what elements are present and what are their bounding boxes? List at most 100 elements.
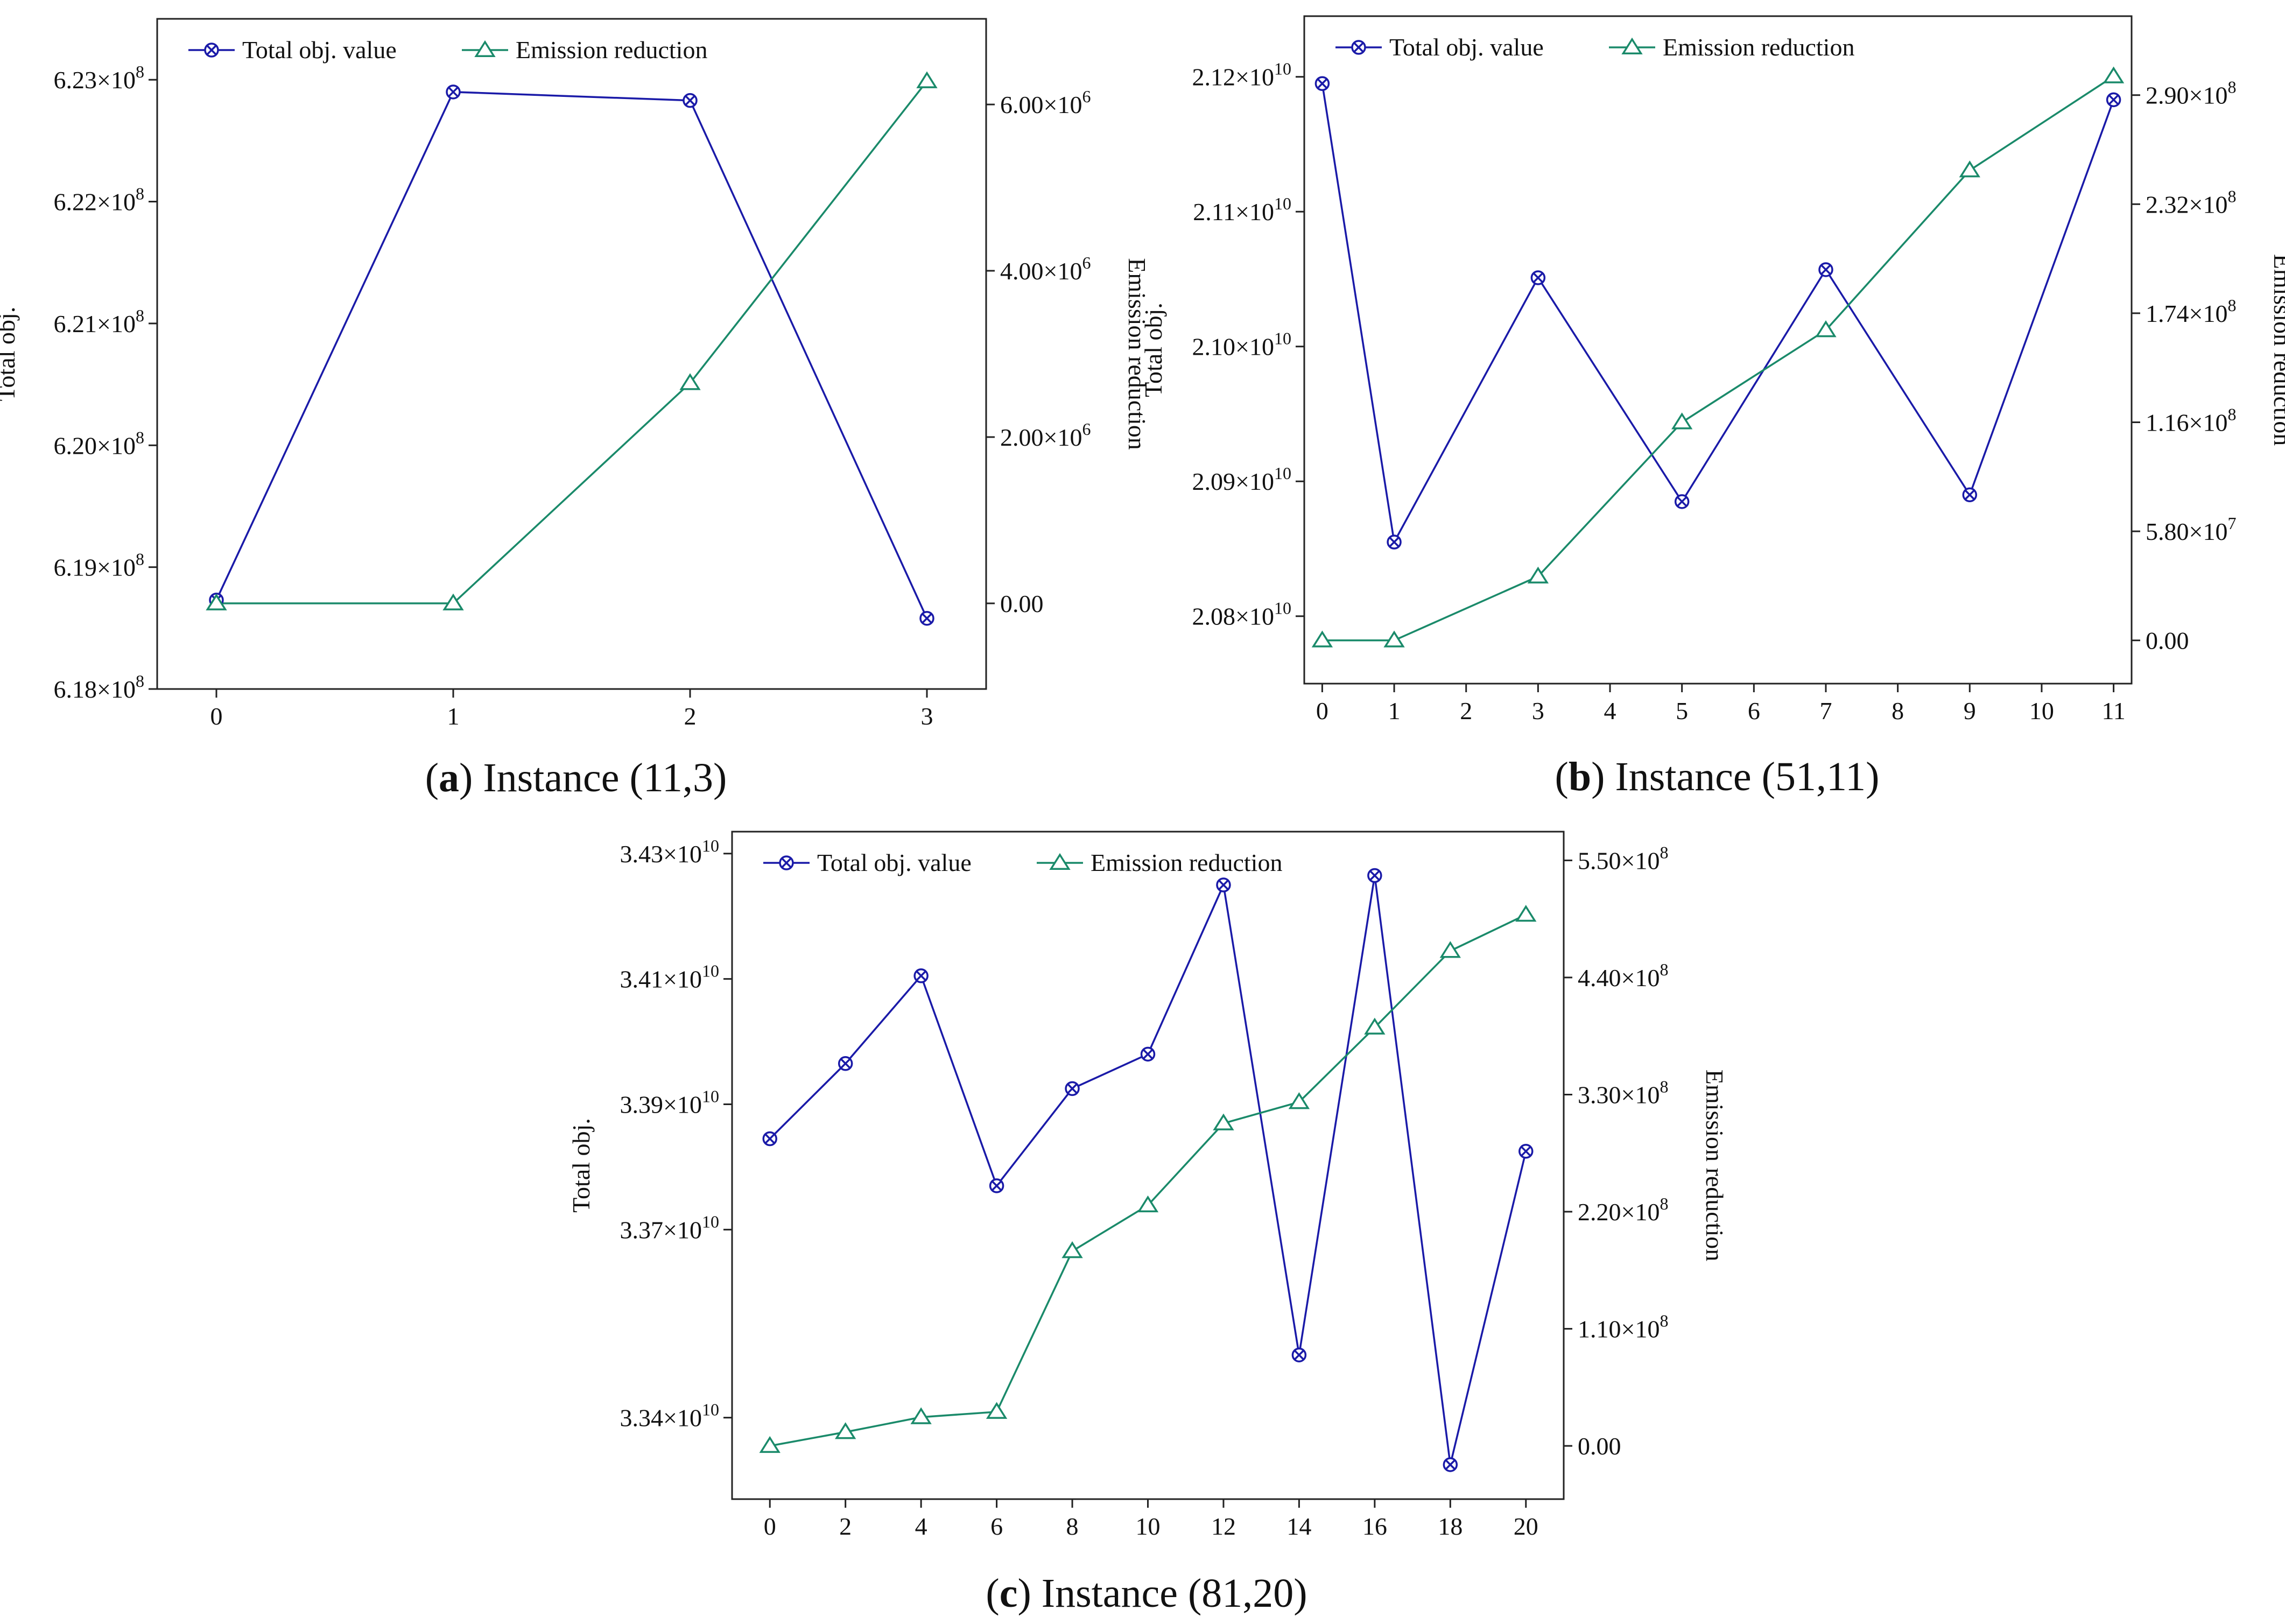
tick-mantissa: 2.08 — [1192, 603, 1236, 630]
tick-exponent: 8 — [136, 62, 144, 81]
tick-times: ×10 — [97, 310, 136, 338]
data-point-emission — [1383, 630, 1405, 648]
legend-label-total-obj: Total obj. value — [1389, 33, 1544, 61]
x-tick-label: 10 — [2029, 697, 2054, 725]
series-line-total-obj — [215, 91, 928, 619]
tick-mantissa: 1.16 — [2146, 409, 2189, 436]
x-tick-label: 2 — [684, 702, 697, 730]
legend-label-emission: Emission reduction — [1663, 33, 1854, 61]
tick-mantissa: 2.09 — [1192, 468, 1236, 495]
tick-times: ×10 — [97, 676, 136, 703]
caption-letter: b — [1569, 754, 1591, 799]
tick-exponent: 6 — [1082, 419, 1091, 439]
caption-paren: ) — [1591, 754, 1605, 799]
marker-cross — [922, 613, 932, 624]
marker-cross — [1142, 1049, 1154, 1060]
caption-letter: c — [1000, 1571, 1018, 1616]
series-line-emission — [1322, 75, 2114, 642]
tick-mantissa: 0.00 — [1578, 1432, 1621, 1460]
marker-cross — [1820, 264, 1831, 275]
marker-cross — [206, 45, 217, 55]
data-point-obj — [1065, 1081, 1080, 1096]
marker-cross — [685, 95, 695, 106]
y-right-tick-label: 0.00 — [2146, 627, 2189, 655]
tick-exponent: 8 — [2227, 186, 2236, 206]
tick-exponent: 10 — [702, 1212, 719, 1231]
y-right-tick-label: 4.40×108 — [1578, 960, 1668, 992]
tick-exponent: 8 — [136, 184, 144, 203]
tick-exponent: 10 — [1274, 59, 1291, 79]
marker-cross — [991, 1180, 1002, 1191]
tick-exponent: 8 — [136, 306, 144, 325]
plot-frame — [731, 831, 1565, 1500]
data-point-obj — [1140, 1046, 1156, 1062]
data-point-emission — [910, 1407, 932, 1424]
data-point-emission — [679, 373, 701, 390]
data-point-emission — [986, 1402, 1008, 1419]
y-left-tick-label: 2.08×1010 — [1192, 599, 1291, 630]
data-point-obj — [1962, 487, 1978, 503]
data-point-emission — [1959, 160, 1980, 178]
tick-exponent: 6 — [1082, 253, 1091, 272]
tick-exponent: 8 — [2227, 78, 2236, 97]
tick-mantissa: 5.50 — [1578, 847, 1621, 874]
series-line-emission — [216, 80, 928, 604]
tick-exponent: 10 — [702, 1400, 719, 1419]
tick-times: ×10 — [97, 188, 136, 216]
y-left-tick-label: 3.41×1010 — [620, 961, 719, 993]
x-tick-label: 8 — [1892, 697, 1904, 725]
tick-mantissa: 2.00 — [1000, 424, 1044, 451]
tick-mantissa: 2.11 — [1193, 198, 1235, 226]
data-point-obj — [838, 1056, 853, 1071]
data-point-obj — [762, 1131, 777, 1147]
tick-exponent: 10 — [1274, 463, 1291, 483]
y-left-tick-label: 3.34×1010 — [620, 1400, 719, 1432]
tick-times: ×10 — [1235, 64, 1274, 91]
x-tick-label: 5 — [1676, 697, 1688, 725]
x-tick-label: 6 — [990, 1513, 1003, 1540]
tick-mantissa: 6.00 — [1000, 91, 1044, 118]
y-right-axis-title: Emission reduction — [2269, 254, 2285, 446]
x-tick-label: 1 — [1388, 697, 1401, 725]
tick-times: ×10 — [2189, 191, 2228, 218]
marker-cross — [1532, 272, 1544, 283]
tick-mantissa: 0.00 — [2146, 627, 2189, 655]
y-right-tick-label: 2.90×108 — [2146, 78, 2236, 109]
marker-cross — [1353, 42, 1364, 53]
x-tick-label: 18 — [1438, 1513, 1463, 1540]
y-right-tick-label: 0.00 — [1578, 1432, 1621, 1460]
tick-exponent: 8 — [1660, 1194, 1668, 1213]
data-point-emission — [1311, 630, 1333, 648]
y-right-tick-label: 1.74×108 — [2146, 296, 2236, 327]
tick-exponent: 10 — [702, 1086, 719, 1106]
marker-cross — [1293, 1349, 1305, 1360]
data-point-emission — [1061, 1241, 1083, 1259]
data-point-obj — [1351, 40, 1366, 55]
tick-mantissa: 0.00 — [1000, 590, 1044, 617]
data-point-emission — [1288, 1092, 1310, 1109]
tick-times: ×10 — [1044, 257, 1082, 285]
data-point-obj — [1443, 1457, 1458, 1472]
x-tick-label: 7 — [1819, 697, 1832, 725]
panel-caption: (a) Instance (11,3) — [425, 755, 727, 800]
x-tick-label: 6 — [1748, 697, 1760, 725]
tick-times: ×10 — [663, 840, 702, 868]
tick-mantissa: 2.12 — [1192, 64, 1236, 91]
tick-times: ×10 — [97, 66, 136, 94]
y-right-tick-label: 2.00×106 — [1000, 419, 1091, 451]
tick-times: ×10 — [1235, 198, 1274, 226]
data-point-obj — [1314, 76, 1330, 92]
series-line-total-obj — [769, 875, 1527, 1465]
data-point-obj — [1518, 1144, 1534, 1159]
y-left-tick-label: 6.22×108 — [54, 184, 144, 216]
y-right-axis-title: Emission reduction — [1123, 258, 1151, 449]
data-point-emission — [759, 1436, 781, 1453]
series-line-total-obj — [1321, 83, 2115, 545]
data-point-emission — [835, 1422, 856, 1439]
tick-times: ×10 — [1621, 1198, 1660, 1226]
data-point-obj — [919, 610, 934, 626]
tick-mantissa: 1.10 — [1578, 1316, 1621, 1343]
tick-times: ×10 — [663, 1404, 702, 1432]
tick-exponent: 8 — [136, 671, 144, 691]
